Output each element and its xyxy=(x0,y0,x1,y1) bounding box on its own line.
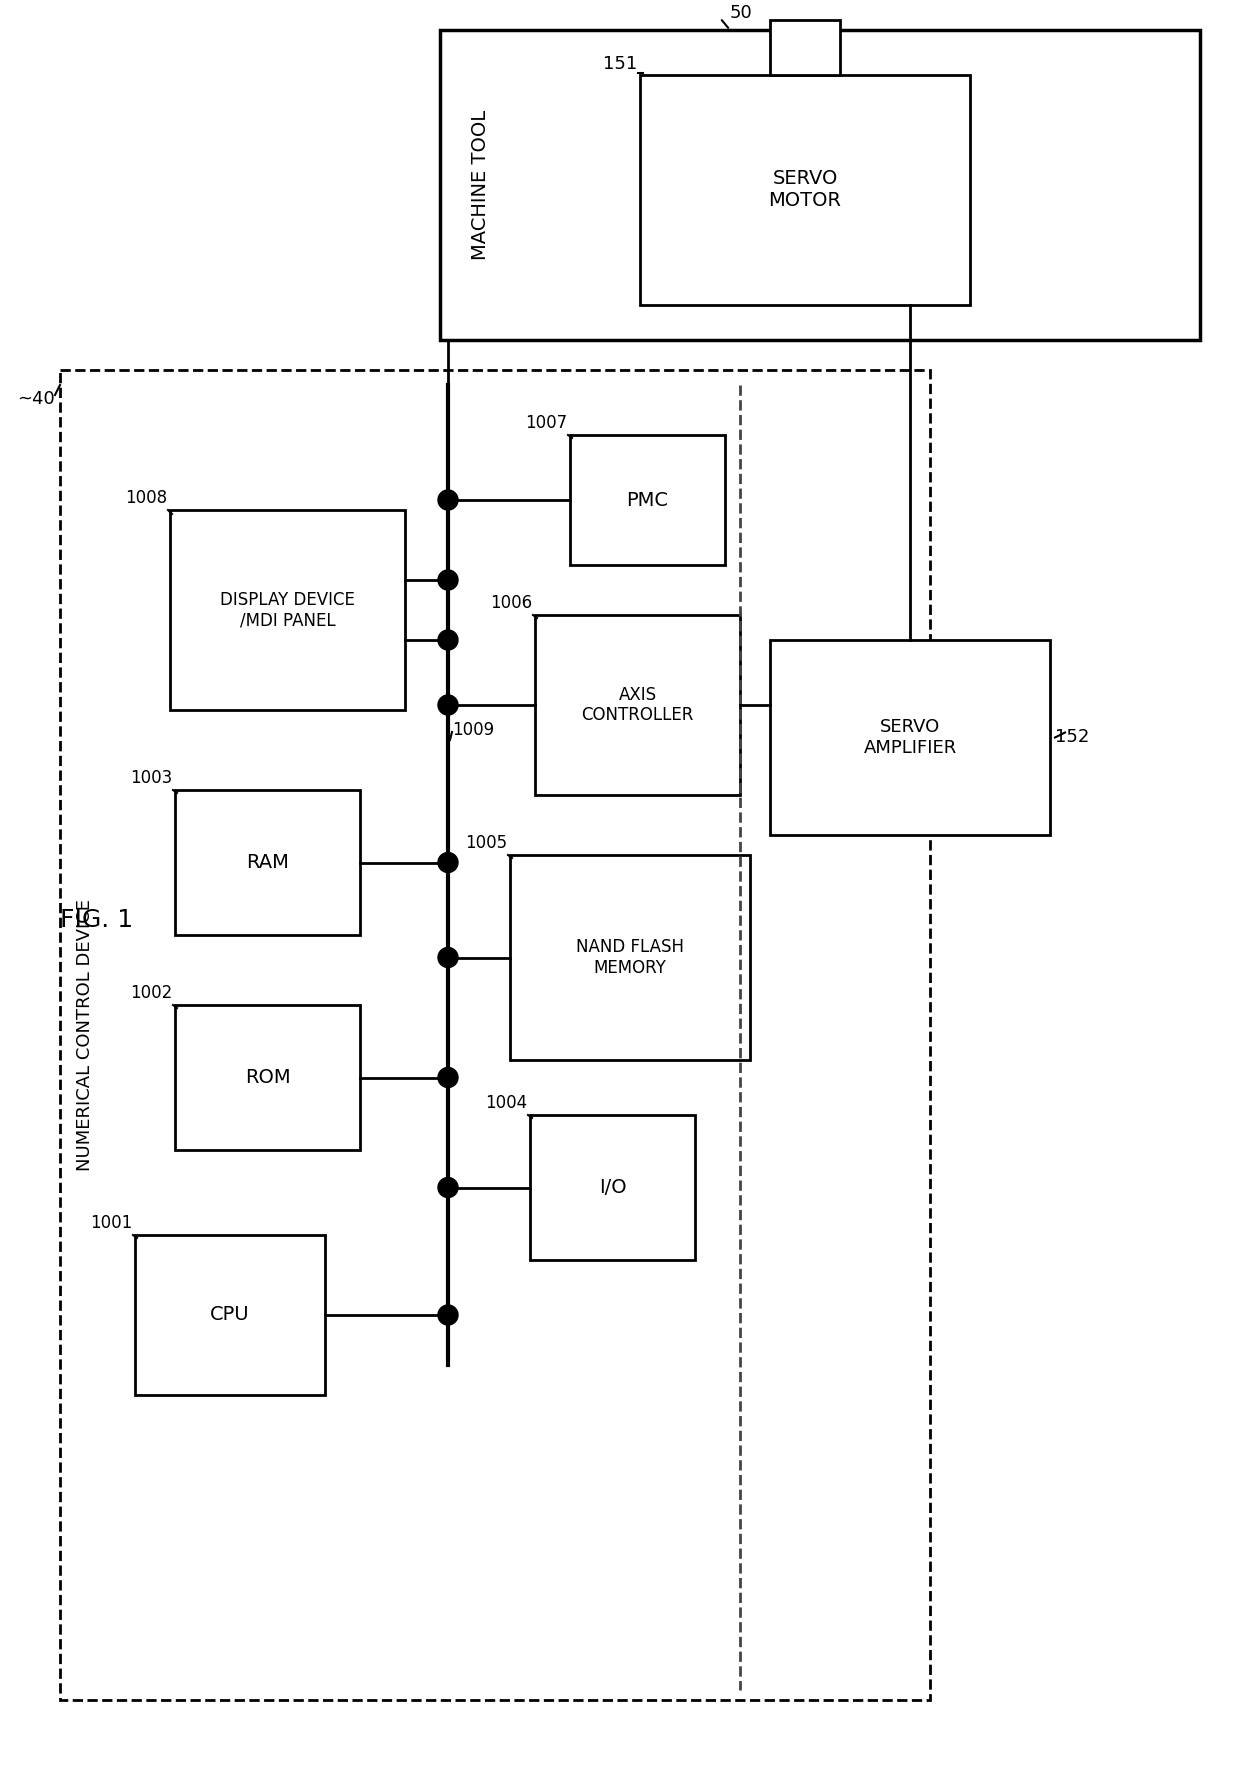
Bar xyxy=(60,371,930,1700)
Bar xyxy=(529,1115,694,1261)
Circle shape xyxy=(438,695,458,715)
Bar xyxy=(770,20,839,74)
Bar xyxy=(640,74,970,305)
Text: I/O: I/O xyxy=(599,1177,626,1197)
Bar xyxy=(135,1236,325,1395)
Text: NAND FLASH
MEMORY: NAND FLASH MEMORY xyxy=(577,938,684,977)
Text: AXIS
CONTROLLER: AXIS CONTROLLER xyxy=(582,686,693,725)
Circle shape xyxy=(438,489,458,511)
Text: SERVO
MOTOR: SERVO MOTOR xyxy=(769,170,842,211)
Text: 151: 151 xyxy=(603,55,637,73)
Text: 1006: 1006 xyxy=(490,594,532,612)
Text: FIG. 1: FIG. 1 xyxy=(60,908,133,933)
Text: 1007: 1007 xyxy=(525,415,567,433)
Text: 1005: 1005 xyxy=(465,833,507,853)
Text: 1001: 1001 xyxy=(89,1215,131,1232)
Bar xyxy=(175,791,360,934)
Text: 1004: 1004 xyxy=(485,1094,527,1112)
Text: PMC: PMC xyxy=(626,491,668,509)
Circle shape xyxy=(438,1305,458,1324)
Text: MACHINE TOOL: MACHINE TOOL xyxy=(470,110,490,261)
Bar xyxy=(534,615,740,794)
Bar xyxy=(175,1005,360,1151)
Circle shape xyxy=(438,569,458,590)
Text: 1009: 1009 xyxy=(453,722,494,739)
Text: 1003: 1003 xyxy=(130,769,172,787)
Text: RAM: RAM xyxy=(246,853,289,872)
Text: CPU: CPU xyxy=(211,1305,249,1324)
Text: 1002: 1002 xyxy=(130,984,172,1002)
Circle shape xyxy=(438,1177,458,1197)
Text: 50: 50 xyxy=(730,4,753,21)
Text: NUMERICAL CONTROL DEVICE: NUMERICAL CONTROL DEVICE xyxy=(76,899,94,1170)
Bar xyxy=(770,640,1050,835)
Circle shape xyxy=(438,853,458,872)
Text: SERVO
AMPLIFIER: SERVO AMPLIFIER xyxy=(863,718,956,757)
Bar xyxy=(510,855,750,1060)
Circle shape xyxy=(438,629,458,651)
Text: DISPLAY DEVICE
/MDI PANEL: DISPLAY DEVICE /MDI PANEL xyxy=(219,590,355,629)
Text: 1008: 1008 xyxy=(125,489,167,507)
Bar xyxy=(170,511,405,709)
Bar xyxy=(570,434,725,566)
Bar xyxy=(440,30,1200,340)
Circle shape xyxy=(438,1067,458,1087)
Text: ~40: ~40 xyxy=(17,390,55,408)
Circle shape xyxy=(438,947,458,968)
Text: ROM: ROM xyxy=(244,1067,290,1087)
Text: 152: 152 xyxy=(1055,729,1090,746)
